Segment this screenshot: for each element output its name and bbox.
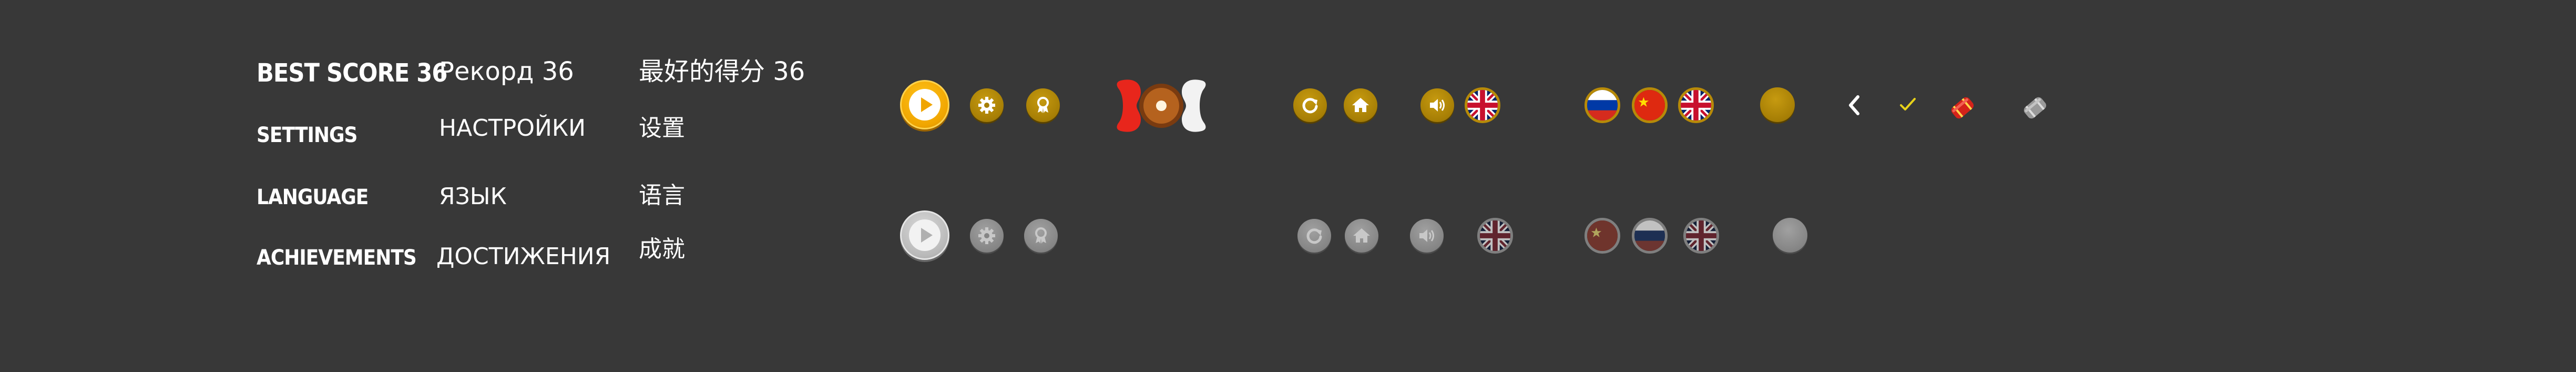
- play-icon: [908, 88, 942, 122]
- language-label-ru: ЯЗЫК: [439, 183, 507, 210]
- best-score-label-zh: 最好的得分 36: [639, 57, 805, 86]
- language-zh-button-disabled[interactable]: [1585, 218, 1620, 254]
- medal-icon: [1030, 225, 1051, 246]
- restart-icon: [1300, 95, 1321, 116]
- achievements-label-zh: 成就: [639, 236, 685, 263]
- language-zh-button[interactable]: [1632, 87, 1668, 123]
- sound-button-disabled[interactable]: [1410, 219, 1444, 253]
- achievements-label-en: ACHIEVEMENTS: [257, 246, 417, 270]
- sound-button[interactable]: [1420, 88, 1454, 122]
- check-mark: [1899, 97, 1917, 113]
- settings-label-zh: 设置: [639, 115, 685, 142]
- best-score-label-en: BEST SCORE 36: [257, 58, 447, 88]
- language-label-en: LANGUAGE: [257, 185, 369, 209]
- fidget-spinner[interactable]: [1113, 76, 1209, 135]
- language-en-button[interactable]: [1465, 87, 1500, 123]
- settings-label-en: SETTINGS: [257, 123, 357, 147]
- china-flag-icon: [1634, 90, 1665, 120]
- speaker-icon: [1416, 225, 1437, 246]
- settings-button[interactable]: [970, 88, 1004, 122]
- gear-icon: [976, 95, 997, 116]
- settings-button-disabled[interactable]: [970, 219, 1004, 253]
- language-en-button-2[interactable]: [1678, 87, 1714, 123]
- medal-icon: [1033, 95, 1054, 116]
- red-capsule: [1945, 91, 1980, 125]
- play-button-disabled[interactable]: [900, 210, 949, 260]
- gear-icon: [976, 225, 997, 246]
- grey-coin: [1773, 218, 1807, 253]
- home-button[interactable]: [1344, 88, 1377, 122]
- uk-flag-icon: [1686, 220, 1716, 251]
- grey-capsule: [2018, 91, 2052, 125]
- chevron-left-icon: [1845, 94, 1864, 117]
- language-en-button-disabled-2[interactable]: [1683, 218, 1719, 254]
- red-capsule-icon: [1945, 91, 1980, 125]
- language-ru-button-disabled[interactable]: [1632, 218, 1668, 254]
- language-label-zh: 语言: [639, 182, 685, 209]
- russia-flag-icon: [1634, 220, 1665, 251]
- back-button[interactable]: [1845, 94, 1864, 117]
- check-icon: [1899, 97, 1917, 113]
- grey-capsule-icon: [2018, 91, 2052, 125]
- achievements-button[interactable]: [1026, 88, 1060, 122]
- achievements-label-ru: ДОСТИЖЕНИЯ: [436, 243, 611, 270]
- home-button-disabled[interactable]: [1345, 219, 1378, 253]
- home-icon: [1350, 95, 1371, 116]
- restart-button[interactable]: [1293, 88, 1327, 122]
- russia-flag-icon: [1587, 90, 1618, 120]
- china-flag-icon: [1587, 220, 1618, 251]
- play-icon: [908, 218, 942, 252]
- home-icon: [1351, 225, 1372, 246]
- language-ru-button[interactable]: [1585, 87, 1620, 123]
- play-button[interactable]: [900, 80, 949, 129]
- achievements-button-disabled[interactable]: [1024, 219, 1058, 253]
- language-en-button-disabled[interactable]: [1477, 218, 1513, 254]
- restart-button-disabled[interactable]: [1297, 219, 1331, 253]
- uk-flag-icon: [1480, 220, 1510, 251]
- gold-coin: [1760, 87, 1795, 122]
- uk-flag-icon: [1467, 90, 1498, 120]
- settings-label-ru: НАСТРОЙКИ: [439, 115, 586, 142]
- speaker-icon: [1427, 95, 1448, 116]
- best-score-label-ru: Рекорд 36: [439, 57, 574, 86]
- spinner-icon: [1113, 76, 1209, 135]
- uk-flag-icon: [1681, 90, 1711, 120]
- restart-icon: [1304, 225, 1325, 246]
